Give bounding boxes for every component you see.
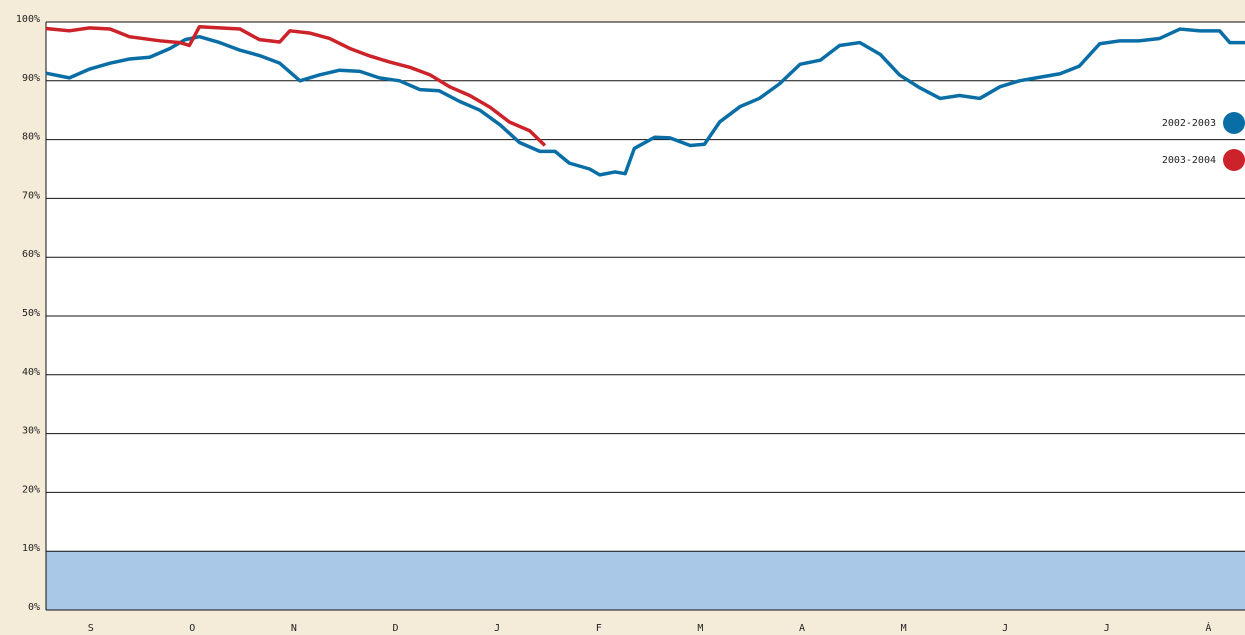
y-tick-label: 50%	[22, 308, 40, 319]
x-tick-label: A	[799, 623, 805, 634]
y-tick-label: 40%	[22, 367, 40, 378]
target-band	[46, 551, 1245, 610]
line	[45, 24, 547, 147]
y-tick-label: 10%	[22, 543, 40, 554]
y-tick-label: 0%	[28, 602, 40, 613]
x-tick-label: N	[291, 623, 297, 634]
y-tick-label: 30%	[22, 426, 40, 437]
y-tick-label: 80%	[22, 132, 40, 143]
x-tick-label: J	[1002, 623, 1008, 634]
y-tick-label: 100%	[16, 14, 40, 25]
legend-swatch	[1223, 112, 1245, 134]
y-tick-label: 60%	[22, 249, 40, 260]
x-tick-label: Á	[1205, 621, 1211, 634]
x-tick-label: M	[697, 623, 703, 634]
x-tick-label: M	[901, 623, 907, 634]
y-tick-label: 90%	[22, 73, 40, 84]
x-tick-label: J	[1104, 623, 1110, 634]
x-tick-label: J	[494, 623, 500, 634]
legend-label: 2002-2003	[1162, 118, 1216, 129]
legend-label: 2003-2004	[1162, 155, 1216, 166]
x-tick-label: F	[596, 623, 602, 634]
legend-swatch	[1223, 149, 1245, 171]
x-tick-label: S	[88, 623, 94, 634]
line	[45, 27, 1245, 177]
y-tick-label: 20%	[22, 484, 40, 495]
x-tick-label: O	[189, 623, 195, 634]
y-tick-label: 70%	[22, 190, 40, 201]
x-tick-label: D	[393, 623, 399, 634]
